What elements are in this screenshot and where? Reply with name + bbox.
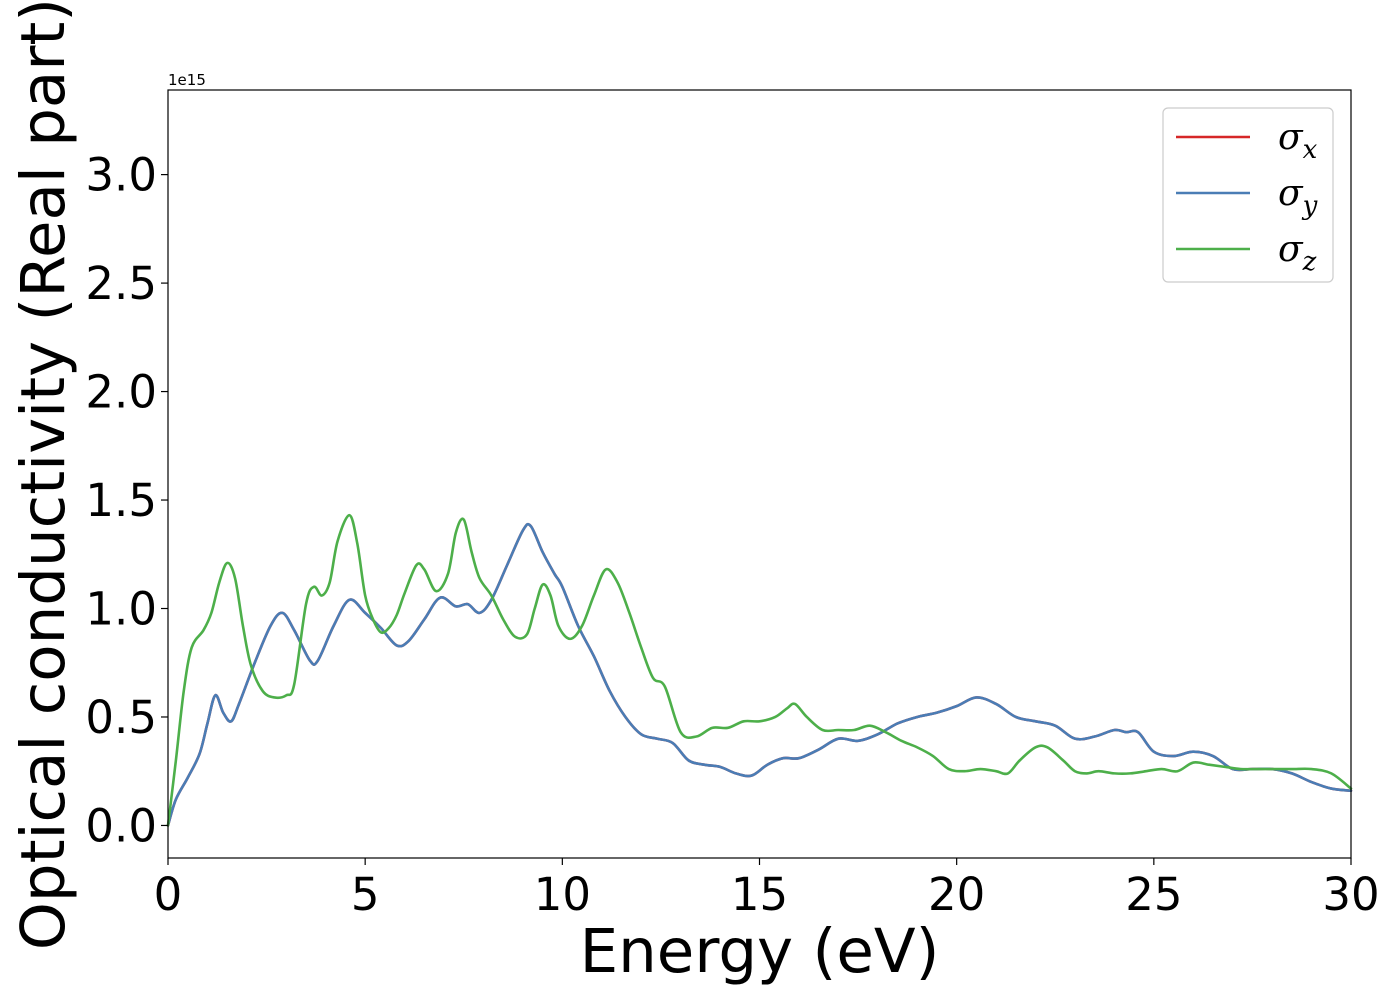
- y-offset-text: 1e15: [168, 71, 206, 89]
- x-tick-label: 5: [351, 868, 380, 921]
- plot-background: [168, 90, 1351, 858]
- y-tick-label: 2.0: [85, 366, 157, 419]
- legend-label-y: σy: [1278, 173, 1318, 221]
- x-tick-label: 10: [534, 868, 591, 921]
- x-tick-label: 0: [154, 868, 183, 921]
- legend-box: [1162, 107, 1334, 283]
- y-tick-label: 1.5: [85, 474, 157, 527]
- x-axis-title: Energy (eV): [580, 916, 940, 987]
- legend-label-z: σz: [1278, 229, 1317, 277]
- legend: σx σy σz: [1162, 107, 1334, 283]
- y-tick-label: 0.5: [85, 691, 157, 744]
- y-axis: 0.0 0.5 1.0 1.5 2.0 2.5 3.0: [85, 149, 168, 852]
- series-line-z: [166, 513, 1353, 827]
- y-axis-title: Optical conductivity (Real part): [8, 0, 79, 950]
- x-tick-label: 30: [1322, 868, 1379, 921]
- y-tick-label: 1.0: [85, 583, 157, 636]
- legend-label-x: σx: [1278, 117, 1318, 165]
- series-group: [166, 513, 1353, 827]
- x-tick-label: 15: [731, 868, 788, 921]
- y-tick-label: 0.0: [85, 799, 157, 852]
- x-tick-label: 25: [1125, 868, 1182, 921]
- y-tick-label: 3.0: [85, 149, 157, 202]
- series-line-y: [166, 522, 1353, 827]
- x-tick-label: 20: [928, 868, 985, 921]
- x-axis: 0 5 10 15 20 25 30: [154, 858, 1380, 921]
- y-tick-label: 2.5: [85, 257, 157, 310]
